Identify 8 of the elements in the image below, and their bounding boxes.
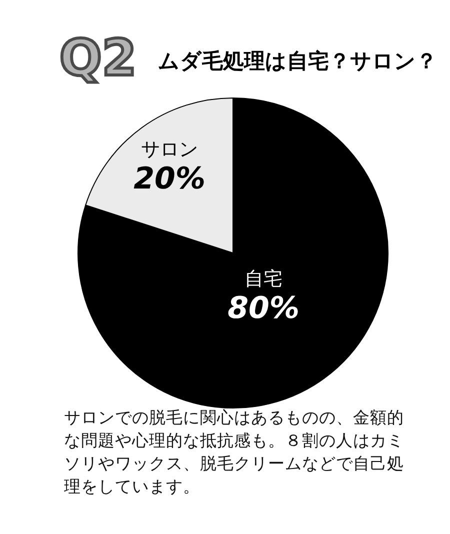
text: サロンでの脱毛に関心はあるものの、金額的な問題や心理的な抵抗感も。８割の人はカミソリやワックス、脱毛クリームなどで自己処理をしています。 — [64, 408, 404, 496]
slice-label: 自宅 — [244, 268, 283, 290]
data-label: 20% — [134, 162, 206, 197]
pie-slice — [78, 98, 388, 408]
slice-label: サロン — [141, 138, 198, 161]
text: Q2 — [59, 29, 137, 87]
chart-title: ムダ毛処理は自宅？サロン？ — [158, 49, 437, 73]
data-label: 80% — [228, 291, 300, 326]
